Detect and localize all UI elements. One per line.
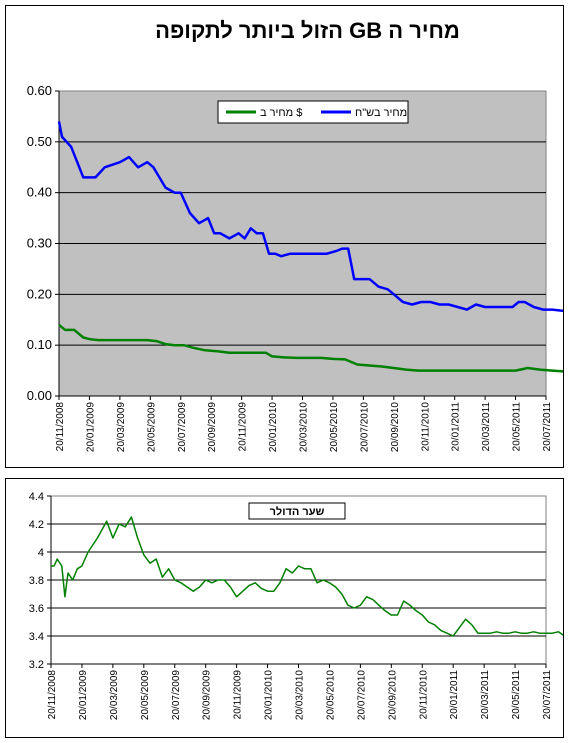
dollar-rate-chart: 3.2 3.4 3.6 3.8 4 4.2 4.4 20/11/2008 20/01/2009 2… — [29, 491, 563, 720]
x-tick-label: 20/01/2010 — [268, 402, 279, 452]
series-line-1 — [58, 323, 563, 373]
x-tick-label: 20/09/2010 — [390, 402, 401, 452]
y-tick-label: 0.50 — [27, 134, 52, 149]
x-tick-label: 20/11/2009 — [238, 402, 249, 452]
x-tick-label: 20/03/2010 — [295, 670, 306, 720]
legend-label: שער הדולר — [270, 505, 325, 518]
x-tick-label: 20/05/2009 — [140, 670, 151, 720]
x-tick-label: 20/05/2009 — [146, 402, 157, 452]
x-tick-label: 20/03/2011 — [480, 670, 491, 720]
x-tick-label: 20/05/2010 — [325, 670, 336, 720]
x-tick-label: 20/05/2011 — [511, 670, 522, 720]
x-tick-label: 20/11/2008 — [55, 402, 66, 452]
x-tick-label: 20/11/2010 — [418, 670, 429, 720]
x-tick-label: 20/01/2009 — [85, 402, 96, 452]
legend-label: מחיר בש"ח — [355, 107, 407, 119]
x-tick-label: 20/07/2010 — [359, 402, 370, 452]
bottom-chart-panel: 3.2 3.4 3.6 3.8 4 4.2 4.4 20/11/2008 20/01/2009 2… — [5, 478, 564, 738]
x-tick-label: 20/07/2011 — [542, 402, 553, 452]
y-tick-label: 4 — [38, 547, 44, 559]
x-tick-label: 20/03/2011 — [481, 402, 492, 452]
x-tick-label: 20/11/2009 — [233, 670, 244, 720]
x-tick-label: 20/05/2010 — [329, 402, 340, 452]
x-tick-label: 20/11/2010 — [420, 402, 431, 452]
x-tick-label: 20/07/2011 — [542, 670, 553, 720]
y-tick-label: 3.2 — [29, 659, 44, 671]
chart-title: מחיר ה GB הזול ביותר לתקופה — [155, 18, 460, 43]
x-tick-label: 20/11/2008 — [47, 670, 58, 720]
legend-box — [248, 502, 346, 520]
x-tick-label: 20/07/2009 — [177, 402, 188, 452]
y-tick-label: 3.8 — [29, 575, 44, 587]
y-tick-label: 3.6 — [29, 603, 44, 615]
series-line-0 — [51, 516, 563, 637]
x-tick-label: 20/03/2009 — [116, 402, 127, 452]
y-tick-label: 4.2 — [29, 519, 44, 531]
x-tick-label: 20/01/2011 — [449, 670, 460, 720]
y-tick-label: 0.30 — [27, 236, 52, 251]
top-chart-panel: מחיר ה GB הזול ביותר לתקופה 0.00 0.10 0.20 0… — [5, 5, 564, 468]
y-tick-label: 0.20 — [27, 286, 52, 301]
x-tick-label: 20/05/2011 — [512, 402, 523, 452]
legend-label: מחיר ב $ — [260, 107, 302, 119]
legend-box — [217, 100, 409, 124]
x-tick-label: 20/01/2010 — [264, 670, 275, 720]
y-tick-label: 0.10 — [27, 337, 52, 352]
y-tick-label: 0.40 — [27, 185, 52, 200]
series-line-0 — [57, 121, 563, 313]
y-tick-label: 3.4 — [29, 631, 44, 643]
x-tick-label: 20/07/2009 — [171, 670, 182, 720]
y-tick-label: 4.4 — [29, 491, 44, 503]
price-per-gb-chart: מחיר ה GB הזול ביותר לתקופה 0.00 0.10 0.20 0… — [27, 18, 563, 452]
x-tick-label: 20/03/2010 — [299, 402, 310, 452]
y-tick-label: 0.00 — [27, 388, 52, 403]
x-tick-label: 20/07/2010 — [356, 670, 367, 720]
x-tick-label: 20/09/2010 — [387, 670, 398, 720]
y-tick-label: 0.60 — [27, 83, 52, 98]
x-tick-label: 20/09/2009 — [202, 670, 213, 720]
x-tick-label: 20/03/2009 — [109, 670, 120, 720]
x-tick-label: 20/01/2011 — [451, 402, 462, 452]
x-tick-label: 20/09/2009 — [207, 402, 218, 452]
x-tick-label: 20/01/2009 — [78, 670, 89, 720]
